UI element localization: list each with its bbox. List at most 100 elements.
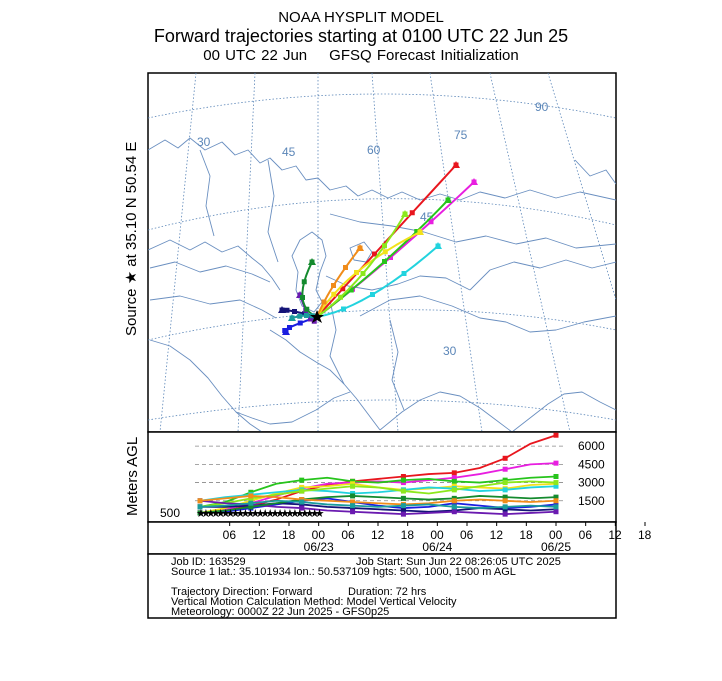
height-start-star: ★ [270,507,280,520]
turkey-north-coast [149,261,271,283]
map-marker [372,251,377,257]
time-tick-label: 18 [638,528,652,542]
trajectory-map: 30 45 60 75 90 45 30 [147,72,617,433]
info-meteorology: Meteorology: 0000Z 22 Jun 2025 - GFS0p25 [171,606,390,618]
map-marker [297,320,303,326]
russia-west-border [267,159,279,263]
height-series-magenta [199,462,557,514]
height-marker [451,475,457,481]
map-marker [382,259,387,264]
height-start-star: ★ [226,507,236,520]
time-date-label: 06/25 [541,540,571,554]
height-marker [553,509,559,515]
chart-title-line3-right: GFSQ Forecast Initialization [329,47,519,64]
map-end-marker [416,228,424,235]
map-marker [348,287,354,293]
info-trajectory-direction: Trajectory Direction: Forward [171,586,313,598]
map-trajectories [278,161,478,335]
china-mongolia-border [469,259,616,291]
map-marker [382,249,388,255]
map-marker [409,210,415,216]
time-axis: 06 12 18 00 06 12 18 00 06 12 18 00 06 12 18 06/23 06/24… [147,521,652,555]
height-marker [400,508,406,513]
height-marker [400,474,406,479]
graticule-lon-40 [237,73,256,432]
height-marker [451,504,457,510]
height-start-star: ★ [211,507,221,520]
map-marker [428,219,434,225]
time-tick-label: 00 [312,528,326,542]
grid-label-lon-90: 90 [535,100,549,114]
height-start-star: ★ [255,507,265,520]
height-marker [502,455,508,461]
map-marker [308,316,313,322]
height-marker [502,480,508,486]
time-date-label: 06/24 [422,540,452,554]
map-marker [297,313,303,319]
height-marker [350,483,356,489]
height-marker [400,503,406,509]
height-marker [350,503,356,509]
graticule-lat-60 [148,93,616,119]
height-marker [248,500,254,506]
red-sea-west-coast [149,339,263,432]
map-marker [414,229,420,234]
height-marker [248,493,254,499]
map-marker [300,295,305,300]
height-start-star: ★ [245,507,255,520]
height-marker [299,488,305,494]
lake-baikal [574,159,616,185]
iran-border [329,299,345,385]
height-marker [451,498,457,504]
map-marker [341,306,346,312]
himalaya-border [359,295,616,333]
height-start-star: ★ [295,507,305,520]
map-marker [304,306,310,312]
grid-label-lon-75: 75 [454,128,468,142]
time-tick-label: 12 [608,528,622,542]
height-marker [502,466,508,472]
time-tick-labels: 06 12 18 00 06 12 18 00 06 12 18 00 06 12 18 06/23 06/24… [223,522,652,554]
height-start-star: ★ [280,507,290,520]
info-duration: Duration: 72 hrs [348,586,427,598]
height-marker [553,432,559,438]
height-series-teal [199,499,557,509]
height-marker [400,511,406,517]
height-start-star: ★ [315,507,325,520]
height-start-star: ★ [241,507,251,520]
height-marker [299,505,305,511]
height-tick-label: 1500 [578,494,605,508]
map-end-marker [401,210,409,217]
time-date-label: 06/23 [304,540,334,554]
map-end-marker [452,161,460,168]
height-marker [553,498,559,504]
map-coastlines [148,137,616,432]
arabian-peninsula-south [235,391,351,425]
height-marker [350,509,356,515]
chart-title-line3: 00 UTC 22 Jun GFSQ Forecast Initializatio… [0,47,722,64]
india-east-coast [511,391,616,432]
height-start-star: ★ [231,507,241,520]
map-marker [304,313,309,318]
grid-label-lon-30: 30 [197,135,211,149]
height-marker [502,504,508,510]
height-marker [553,483,559,489]
height-marker [553,504,559,510]
height-marker [350,493,356,499]
map-marker [343,265,348,270]
height-start-star: ★ [275,507,285,520]
time-tick-label: 06 [341,528,355,542]
height-marker [451,478,457,484]
time-tick-label: 12 [371,528,385,542]
time-axis-frame [147,521,617,555]
height-trajectories [197,432,559,517]
height-marker [400,488,406,494]
map-marker [370,292,375,297]
map-marker [340,286,346,292]
persian-gulf-coast [269,329,381,431]
height-start-star: ★ [196,507,206,520]
height-series-dark-green [199,495,557,514]
map-marker [360,271,366,276]
